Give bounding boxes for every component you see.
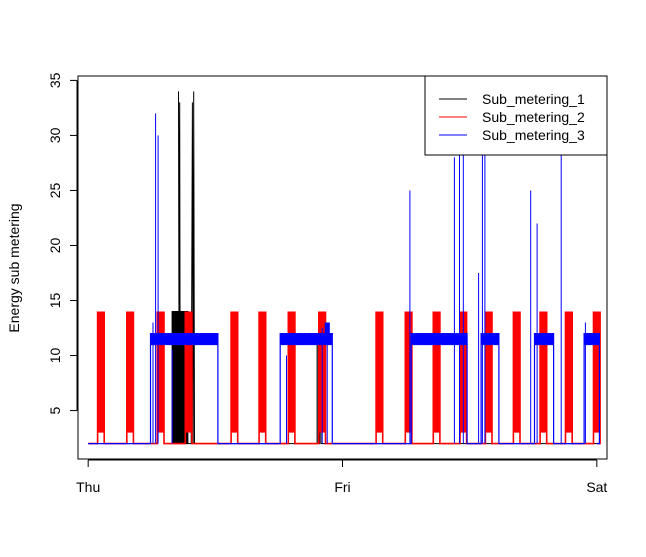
y-tick-label: 5 bbox=[47, 406, 63, 414]
y-tick-label: 35 bbox=[47, 72, 63, 88]
y-axis: 5 10 15 20 25 30 35 bbox=[47, 72, 78, 414]
legend-label: Sub_metering_3 bbox=[482, 127, 585, 143]
y-tick-label: 15 bbox=[47, 293, 63, 309]
y-tick-label: 10 bbox=[47, 348, 63, 364]
legend: Sub_metering_1 Sub_metering_2 Sub_metering… bbox=[424, 75, 608, 156]
series-line-sub-metering-2 bbox=[88, 311, 601, 445]
series-block-sub-metering-3 bbox=[324, 322, 330, 339]
legend-box bbox=[424, 75, 608, 156]
legend-label: Sub_metering_2 bbox=[482, 109, 585, 125]
y-tick-label: 20 bbox=[47, 238, 63, 254]
y-axis-label: Energy sub metering bbox=[6, 203, 22, 332]
y-tick-label: 25 bbox=[47, 183, 63, 199]
x-axis: Thu Fri Sat bbox=[76, 459, 607, 495]
series-line-sub-metering-3 bbox=[88, 332, 601, 445]
x-tick-label: Sat bbox=[586, 479, 607, 495]
x-tick-label: Fri bbox=[334, 479, 350, 495]
plot-frame bbox=[77, 75, 608, 460]
y-tick-label: 30 bbox=[47, 127, 63, 143]
x-tick-label: Thu bbox=[76, 479, 100, 495]
legend-label: Sub_metering_1 bbox=[482, 91, 585, 107]
